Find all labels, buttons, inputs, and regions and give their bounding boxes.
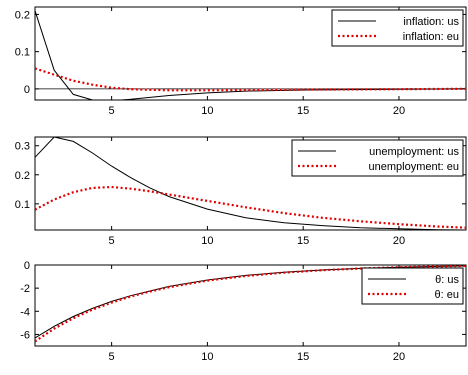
series-line-eu <box>35 67 466 92</box>
legend: inflation: us inflation: eu <box>331 9 464 47</box>
x-tick-label: 5 <box>109 351 115 363</box>
legend-box <box>291 139 464 177</box>
legend-label: θ: us <box>435 274 459 286</box>
x-tick-label: 10 <box>201 351 213 363</box>
legend-label: inflation: eu <box>403 31 459 43</box>
legend-label: unemployment: eu <box>369 161 460 173</box>
y-tick-label: 0.2 <box>15 9 30 21</box>
series-line-eu <box>35 185 466 229</box>
x-tick-label: 20 <box>393 351 405 363</box>
y-tick-label: -2 <box>20 283 30 295</box>
x-tick-label: 5 <box>109 105 115 117</box>
series-line-us <box>35 137 466 230</box>
legend: unemployment: us unemployment: eu <box>291 139 464 177</box>
legend: θ: us θ: eu <box>361 267 464 305</box>
y-tick-label: 0.2 <box>15 170 30 182</box>
y-tick-label: 0.3 <box>15 141 30 153</box>
legend-label: θ: eu <box>435 289 459 301</box>
x-tick-label: 20 <box>393 105 405 117</box>
x-tick-label: 10 <box>201 105 213 117</box>
y-tick-label: 0.1 <box>15 199 30 211</box>
y-tick-label: 0 <box>24 260 30 272</box>
y-tick-label: 0.1 <box>15 47 30 59</box>
x-tick-label: 5 <box>109 235 115 247</box>
series-line-us <box>35 10 466 100</box>
y-tick-label: 0 <box>24 84 30 96</box>
legend-label: inflation: us <box>403 16 459 28</box>
x-tick-label: 15 <box>297 351 309 363</box>
x-tick-label: 10 <box>201 235 213 247</box>
x-tick-label: 15 <box>297 235 309 247</box>
legend-box <box>361 267 464 305</box>
y-tick-label: -4 <box>20 306 30 318</box>
y-tick-label: -6 <box>20 329 30 341</box>
panel-1: 0 0.1 0.2 5 10 15 20 inflation: us inflation: eu <box>15 6 467 117</box>
panel-3: -6 -4 -2 0 5 10 15 20 θ: us θ: eu <box>20 260 467 363</box>
legend-box <box>331 9 464 47</box>
x-tick-label: 20 <box>393 235 405 247</box>
series-line-eu <box>35 265 466 343</box>
legend-label: unemployment: us <box>369 146 459 158</box>
x-tick-label: 15 <box>297 105 309 117</box>
